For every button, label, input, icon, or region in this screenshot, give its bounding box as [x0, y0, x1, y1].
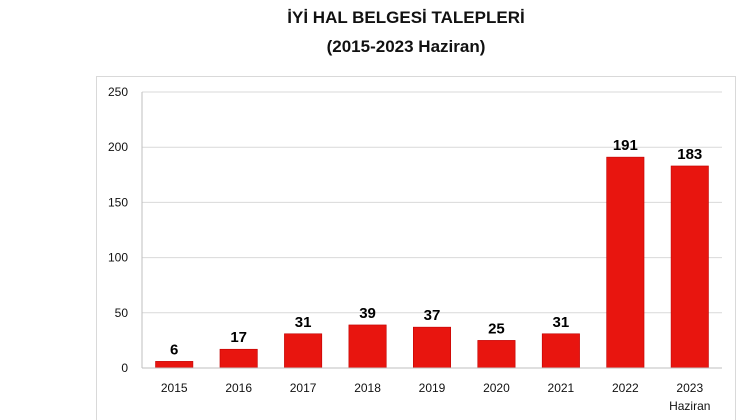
- x-tick-label-2023: 2023: [676, 381, 703, 395]
- x-tick-label-2022: 2022: [612, 381, 639, 395]
- y-tick-label-250: 250: [108, 85, 128, 99]
- x-tick-label-2016: 2016: [225, 381, 252, 395]
- data-label-2015: 6: [170, 341, 178, 358]
- bar-2017: [284, 333, 323, 369]
- data-label-2021: 31: [553, 314, 570, 331]
- y-tick-label-200: 200: [108, 140, 128, 154]
- x-tick-sublabel-2023: Haziran: [669, 399, 710, 413]
- x-tick-label-2019: 2019: [419, 381, 446, 395]
- chart-area-border: [96, 76, 736, 420]
- data-label-2017: 31: [295, 314, 312, 331]
- x-tick-label-2017: 2017: [290, 381, 317, 395]
- data-label-2019: 37: [424, 307, 441, 324]
- y-tick-label-0: 0: [121, 361, 128, 375]
- x-tick-label-2015: 2015: [161, 381, 188, 395]
- y-tick-label-150: 150: [108, 195, 128, 209]
- x-tick-label-2018: 2018: [354, 381, 381, 395]
- y-tick-label-50: 50: [115, 306, 129, 320]
- bar-2021: [541, 333, 580, 369]
- bar-2020: [477, 340, 516, 369]
- x-tick-label-2021: 2021: [548, 381, 575, 395]
- data-label-2016: 17: [230, 329, 247, 346]
- bar-2022: [606, 156, 645, 369]
- x-tick-label-2020: 2020: [483, 381, 510, 395]
- bar-2016: [219, 348, 258, 369]
- data-label-2020: 25: [488, 320, 505, 337]
- bar-2015: [155, 361, 194, 369]
- bar-2019: [413, 326, 451, 369]
- data-label-2023: 183: [677, 146, 702, 163]
- data-label-2022: 191: [613, 137, 638, 154]
- data-label-2018: 39: [359, 305, 376, 322]
- y-tick-label-100: 100: [108, 251, 128, 265]
- bar-2018: [348, 324, 387, 369]
- chart-title: İYİ HAL BELGESİ TALEPLERİ: [287, 8, 525, 27]
- chart-subtitle: (2015-2023 Haziran): [326, 37, 486, 56]
- bar-2023: [670, 165, 709, 369]
